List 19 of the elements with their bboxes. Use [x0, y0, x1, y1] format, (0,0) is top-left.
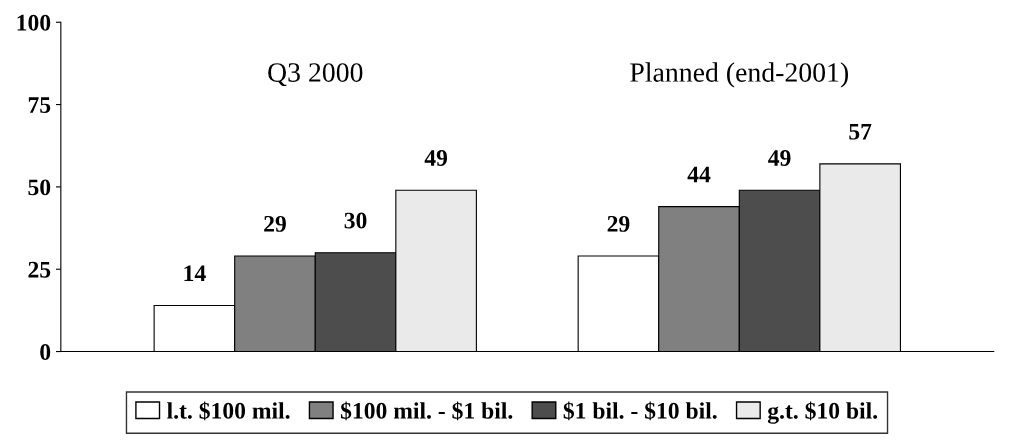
y-tick-label: 25: [28, 261, 51, 278]
x-tick-label: Q3 2000: [268, 63, 363, 87]
legend-label: $1 bil. - $10 bil.: [563, 401, 717, 421]
data-label: 49: [768, 150, 791, 166]
data-label: 44: [687, 166, 711, 183]
y-tick-label: 100: [17, 14, 51, 31]
legend-label: g.t. $10 bil.: [767, 401, 878, 424]
legend-label: $100 mil. - $1 bil.: [340, 401, 513, 421]
y-tick-label: 50: [28, 179, 51, 196]
y-tick-label: 75: [28, 97, 51, 113]
data-label: 49: [424, 150, 448, 166]
data-label: 14: [184, 265, 206, 281]
data-label: 30: [344, 212, 367, 229]
data-label: 57: [849, 123, 872, 140]
data-label: 29: [264, 215, 286, 232]
y-tick-label: 0: [40, 344, 51, 360]
x-tick-label: Planned (end-2001): [630, 62, 848, 88]
legend-label: l.t. $100 mil.: [167, 401, 290, 421]
data-label: 29: [607, 215, 630, 232]
